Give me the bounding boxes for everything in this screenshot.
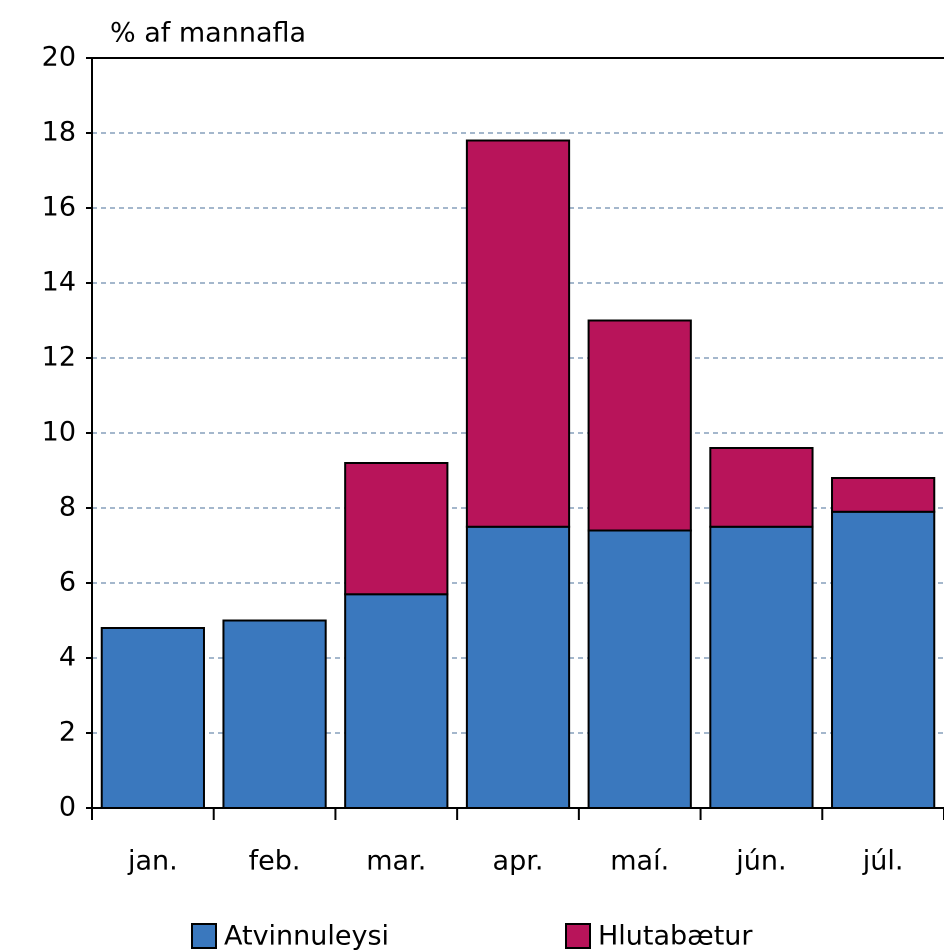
x-tick-label: mar. <box>366 846 426 877</box>
bar-segment <box>587 529 692 809</box>
x-tick-label: feb. <box>249 846 301 877</box>
x-tick-label: jan. <box>127 846 178 877</box>
y-tick-label: 20 <box>42 42 76 73</box>
bar-segment <box>100 627 205 809</box>
bar-segment <box>222 619 327 809</box>
y-tick-label: 8 <box>59 492 76 523</box>
y-tick-label: 10 <box>42 417 76 448</box>
y-tick-label: 12 <box>42 342 76 373</box>
bar-segment <box>344 593 449 809</box>
x-tick-label: júl. <box>862 846 904 877</box>
plot-frame <box>91 57 944 808</box>
y-tick-label: 16 <box>42 192 76 223</box>
bar-segment <box>587 319 692 532</box>
x-tick-label: jún. <box>735 846 786 877</box>
bar-segment <box>831 510 936 809</box>
bar-segment <box>465 525 571 809</box>
legend-swatch <box>565 923 591 949</box>
y-tick-label: 14 <box>42 267 76 298</box>
bar-segment <box>344 462 449 596</box>
y-tick-label: 6 <box>59 567 76 598</box>
bar-segment <box>831 477 936 513</box>
bar-segment <box>709 447 814 528</box>
bar-segment <box>465 139 571 528</box>
y-axis-label: % af mannafla <box>110 18 306 49</box>
y-tick-label: 0 <box>59 792 76 823</box>
y-tick-label: 4 <box>59 642 76 673</box>
x-tick-label: maí. <box>610 846 669 877</box>
y-tick-label: 18 <box>42 117 76 148</box>
x-tick-label: apr. <box>493 846 544 877</box>
bar-segment <box>709 525 814 809</box>
legend-swatch <box>191 923 217 949</box>
legend-label: Atvinnuleysi <box>224 921 389 952</box>
y-tick-label: 2 <box>59 717 76 748</box>
legend-label: Hlutabætur <box>598 921 753 952</box>
